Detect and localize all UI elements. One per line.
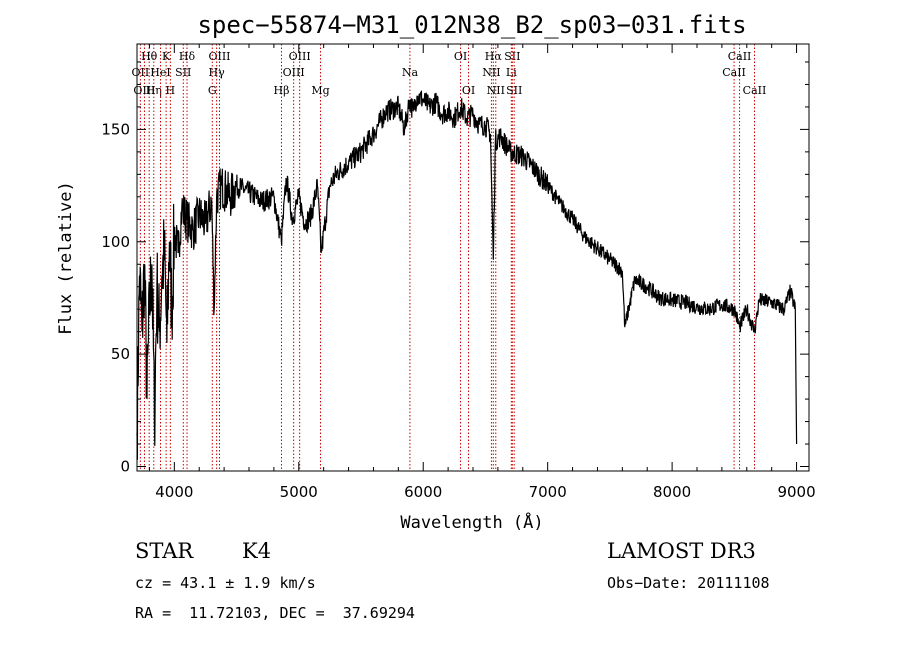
object-class: STAR bbox=[135, 539, 194, 563]
line-label-19: Hα bbox=[485, 50, 503, 63]
line-label-17: OI bbox=[454, 50, 467, 63]
observation-date: Obs−Date: 20111108 bbox=[607, 574, 770, 592]
line-label-3: Hη bbox=[146, 84, 162, 97]
axis-ticks: 4000 5000 6000 7000 8000 9000 0 50 100 150 bbox=[101, 44, 816, 501]
line-label-23: Li bbox=[506, 66, 517, 79]
line-label-2: OIII bbox=[133, 84, 155, 97]
plot-frame bbox=[136, 43, 810, 472]
x-tick-label-3: 7000 bbox=[529, 483, 567, 501]
line-label-10: Hγ bbox=[209, 66, 226, 79]
line-label-1: OII bbox=[132, 66, 150, 79]
x-axis-label: Wavelength (Å) bbox=[400, 511, 543, 533]
line-label-8: SII bbox=[175, 66, 191, 79]
object-subclass: K4 bbox=[242, 539, 272, 563]
line-label-6: H bbox=[166, 84, 176, 97]
line-label-21: NII bbox=[487, 84, 505, 97]
line-label-0: Hθ bbox=[141, 50, 158, 63]
y-tick-label-2: 100 bbox=[101, 233, 130, 251]
line-label-24: SII bbox=[506, 84, 522, 97]
line-label-27: CaII bbox=[743, 84, 767, 97]
line-label-15: Mg bbox=[311, 84, 329, 97]
line-label-22: SII bbox=[504, 50, 520, 63]
y-axis-label: Flux (relative) bbox=[56, 181, 76, 335]
line-label-26: CaII bbox=[722, 66, 746, 79]
survey-name: LAMOST DR3 bbox=[607, 539, 756, 563]
x-tick-label-5: 9000 bbox=[777, 483, 815, 501]
line-label-25: CaII bbox=[728, 50, 752, 63]
y-tick-label-3: 150 bbox=[101, 120, 130, 138]
coordinates-readout: RA = 11.72103, DEC = 37.69294 bbox=[135, 604, 415, 622]
spectrum-line bbox=[136, 90, 798, 460]
x-tick-label-0: 4000 bbox=[155, 483, 193, 501]
y-tick-label-1: 50 bbox=[111, 345, 130, 363]
line-label-14: OIII bbox=[283, 66, 305, 79]
line-label-16: Na bbox=[402, 66, 419, 79]
x-tick-label-1: 5000 bbox=[280, 483, 318, 501]
redshift-readout: cz = 43.1 ± 1.9 km/s bbox=[135, 574, 316, 592]
line-label-18: OI bbox=[462, 84, 475, 97]
line-label-11: G bbox=[208, 84, 217, 97]
line-label-7: Hδ bbox=[179, 50, 196, 63]
x-tick-label-2: 6000 bbox=[404, 483, 442, 501]
y-tick-label-0: 0 bbox=[120, 458, 130, 476]
line-label-13: OIII bbox=[289, 50, 311, 63]
line-label-20: NII bbox=[482, 66, 500, 79]
line-label-5: HeI bbox=[150, 66, 170, 79]
line-label-4: K bbox=[162, 50, 171, 63]
x-tick-label-4: 8000 bbox=[653, 483, 691, 501]
line-label-9: OIII bbox=[208, 50, 230, 63]
line-label-12: Hβ bbox=[274, 84, 290, 97]
chart-title: spec−55874−M31_012N38_B2_sp03−031.fits bbox=[197, 11, 746, 39]
